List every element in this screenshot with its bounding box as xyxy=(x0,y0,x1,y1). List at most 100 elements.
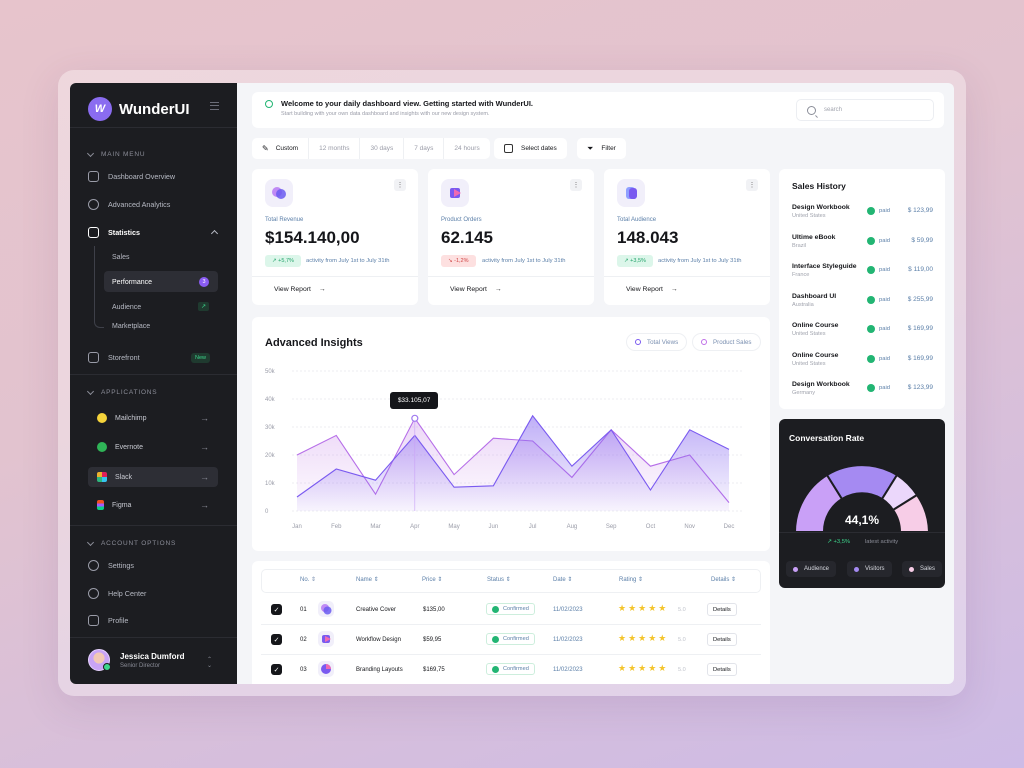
rating-stars: ★★★★★ xyxy=(618,663,669,673)
kpi-activity: activity from July 1st to July 31th xyxy=(482,258,566,264)
range-30-days[interactable]: 30 days xyxy=(359,138,403,159)
main-menu-heading[interactable]: MAIN MENU xyxy=(86,149,145,158)
sales-item-name: Design Workbook xyxy=(792,204,850,211)
menu-collapse-icon[interactable] xyxy=(210,102,219,110)
sales-item[interactable]: Online Course United States paid $ 169,99 xyxy=(792,322,933,337)
sidebar: W WunderUI MAIN MENU Dashboard Overview … xyxy=(70,83,237,684)
more-options-icon[interactable]: ⋮ xyxy=(394,179,406,191)
legend-sales[interactable]: Sales xyxy=(902,561,943,577)
app-mailchimp[interactable]: Mailchimp → xyxy=(88,408,218,428)
sales-item[interactable]: Design Workbook Germany paid $ 123,99 xyxy=(792,381,933,396)
divider xyxy=(70,374,237,375)
sidebar-subitem-audience[interactable]: Audience xyxy=(112,304,142,311)
calendar-icon xyxy=(504,144,513,153)
col-name[interactable]: Name ⇕ xyxy=(356,577,379,583)
sidebar-item-profile[interactable]: Profile xyxy=(88,615,128,626)
sales-item[interactable]: Online Course United States paid $ 169,99 xyxy=(792,352,933,367)
col-no[interactable]: No. ⇕ xyxy=(300,577,317,583)
sales-item-country: Brazil xyxy=(792,242,806,249)
gear-icon xyxy=(88,560,99,571)
conversation-rate-title: Conversation Rate xyxy=(789,433,865,443)
legend-product-sales[interactable]: Product Sales xyxy=(692,333,761,351)
search-input[interactable]: search xyxy=(796,99,934,121)
avatar xyxy=(88,649,111,671)
sales-item[interactable]: Ultime eBook Brazil paid $ 59,99 xyxy=(792,234,933,249)
x-tick-label: Jun xyxy=(489,524,499,530)
col-date[interactable]: Date ⇕ xyxy=(553,577,573,583)
rating-score: 5.0 xyxy=(678,667,686,673)
banner-subtitle: Start building with your own data dashbo… xyxy=(281,111,490,117)
sidebar-subitem-marketplace[interactable]: Marketplace xyxy=(112,323,151,330)
paid-status: paid xyxy=(867,325,890,333)
details-button[interactable]: Details xyxy=(707,663,737,676)
status-badge: Confirmed xyxy=(486,603,535,615)
range-12-months[interactable]: 12 months xyxy=(308,138,359,159)
y-tick-label: 10k xyxy=(265,481,276,487)
app-evernote[interactable]: Evernote → xyxy=(88,437,218,457)
area-chart: 0 10k 20k 30k 40k 50k Jan Feb Mar Apr May Jun Jul Aug… xyxy=(265,369,744,530)
sales-item[interactable]: Design Workbook United States paid $ 123,99 xyxy=(792,204,933,219)
paid-status: paid xyxy=(867,266,890,274)
x-tick-label: Jan xyxy=(292,524,302,530)
chevron-up-icon[interactable] xyxy=(210,229,219,238)
performance-count-badge: 3 xyxy=(199,277,209,287)
x-tick-label: Sep xyxy=(606,524,617,530)
details-button[interactable]: Details xyxy=(707,633,737,646)
row-price: $59,95 xyxy=(423,637,442,643)
conversion-delta-label: latest activity xyxy=(865,539,899,545)
sidebar-subitem-performance[interactable]: Performance xyxy=(112,279,153,286)
sales-item[interactable]: Interface Styleguide France paid $ 119,00 xyxy=(792,263,933,278)
user-menu-caret-icon[interactable]: ⌃ ⌄ xyxy=(207,657,213,669)
col-price[interactable]: Price ⇕ xyxy=(422,577,443,583)
range-24-hours[interactable]: 24 hours xyxy=(443,138,489,159)
range-7-days[interactable]: 7 days xyxy=(403,138,443,159)
legend-total-views[interactable]: Total Views xyxy=(626,333,688,351)
filter-icon: ⏷ xyxy=(587,143,594,153)
brand-logo[interactable]: W WunderUI xyxy=(88,97,190,121)
sidebar-item-settings[interactable]: Settings xyxy=(88,560,134,571)
sidebar-item-help-center[interactable]: Help Center xyxy=(88,588,146,599)
user-profile[interactable]: Jessica Dumford Senior Director xyxy=(88,649,184,671)
view-report-link[interactable]: View Report → xyxy=(626,286,678,293)
select-dates-button[interactable]: Select dates xyxy=(494,138,567,159)
col-details[interactable]: Details ⇕ xyxy=(711,577,737,583)
date-range-selector: ✎ Custom 12 months 30 days 7 days 24 hou… xyxy=(252,138,490,159)
row-name: Workflow Design xyxy=(356,637,401,643)
x-tick-label: Aug xyxy=(567,524,578,530)
details-button[interactable]: Details xyxy=(707,603,737,616)
legend-visitors[interactable]: Visitors xyxy=(847,561,892,577)
view-report-link[interactable]: View Report → xyxy=(450,286,502,293)
filter-button[interactable]: ⏷ Filter xyxy=(577,138,626,159)
row-no: 02 xyxy=(300,637,307,643)
legend-marker xyxy=(701,339,707,345)
row-price: $135,00 xyxy=(423,607,445,613)
new-badge: New xyxy=(191,353,211,363)
legend-audience[interactable]: Audience xyxy=(786,561,837,577)
app-figma[interactable]: Figma → xyxy=(88,495,218,515)
row-checkbox[interactable]: ✓ xyxy=(271,604,282,615)
sales-item[interactable]: Dashboard UI Australia paid $ 255,99 xyxy=(792,293,933,308)
submenu-tree-line xyxy=(94,246,104,328)
range-custom[interactable]: ✎ Custom xyxy=(262,144,299,153)
sales-history-card: Sales History Design Workbook United Stat… xyxy=(779,169,945,409)
sidebar-subitem-sales[interactable]: Sales xyxy=(112,254,130,261)
view-report-link[interactable]: View Report → xyxy=(274,286,326,293)
sidebar-item-statistics[interactable]: Statistics xyxy=(88,227,140,238)
sidebar-subitem-performance-active[interactable] xyxy=(104,271,218,292)
app-slack[interactable]: Slack → xyxy=(88,467,218,487)
sidebar-item-dashboard-overview[interactable]: Dashboard Overview xyxy=(88,171,175,182)
row-checkbox[interactable]: ✓ xyxy=(271,664,282,675)
sidebar-item-advanced-analytics[interactable]: Advanced Analytics xyxy=(88,199,170,210)
account-options-heading[interactable]: ACCOUNT OPTIONS xyxy=(86,538,176,547)
sort-icon: ⇕ xyxy=(638,577,644,583)
sidebar-item-storefront[interactable]: Storefront xyxy=(88,352,140,363)
col-rating[interactable]: Rating ⇕ xyxy=(619,577,644,583)
more-options-icon[interactable]: ⋮ xyxy=(746,179,758,191)
more-options-icon[interactable]: ⋮ xyxy=(570,179,582,191)
chevron-down-icon xyxy=(86,538,95,546)
col-status[interactable]: Status ⇕ xyxy=(487,577,511,583)
row-checkbox[interactable]: ✓ xyxy=(271,634,282,645)
rating-stars: ★★★★★ xyxy=(618,603,669,613)
arrow-right-icon: → xyxy=(200,472,209,482)
applications-heading[interactable]: APPLICATIONS xyxy=(86,387,157,396)
